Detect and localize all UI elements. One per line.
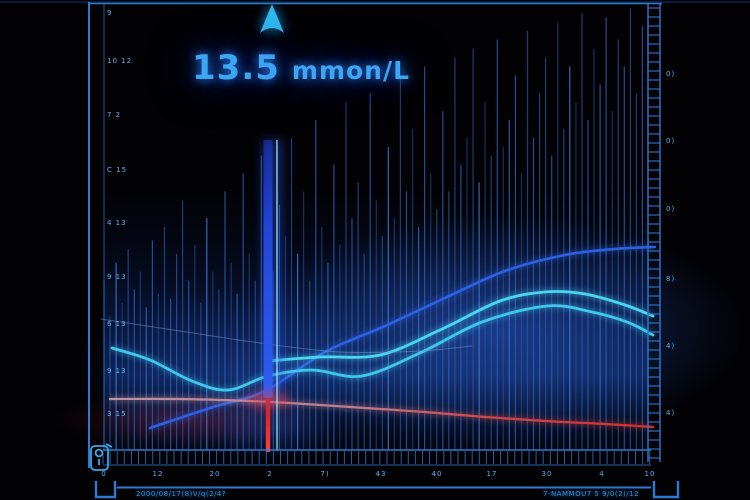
trend-up-arrow-icon bbox=[260, 4, 284, 33]
left-tick-label: C 15 bbox=[107, 166, 127, 174]
left-tick-label: 7 2 bbox=[107, 111, 121, 119]
bottom-tick-label: 30 bbox=[542, 470, 553, 478]
bottom-tick-label: 17 bbox=[487, 470, 498, 478]
left-tick-label: 9 13 bbox=[107, 273, 127, 281]
left-bracket-icon bbox=[94, 481, 117, 499]
bottom-tick-label: 7) bbox=[320, 470, 329, 478]
glucose-reading: 13.5 mmon/L bbox=[192, 48, 410, 88]
left-tick-label: 3 15 bbox=[107, 410, 127, 418]
left-tick-label: 9 bbox=[107, 9, 112, 17]
reading-marker-bar bbox=[246, 140, 290, 452]
left-tick-label: 6 13 bbox=[107, 320, 127, 328]
faint-guide-curve bbox=[100, 318, 473, 354]
right-tick-label: 0) bbox=[666, 70, 675, 78]
bottom-tick-label: 40 bbox=[432, 470, 443, 478]
bottom-tick-label: 12 bbox=[153, 470, 164, 478]
reading-value: 13.5 bbox=[192, 48, 280, 88]
sensor-icon bbox=[90, 443, 113, 471]
cgm-lower-cyan-curve bbox=[110, 304, 655, 392]
tick-labels: 9 10 12 7 2 C 15 4 13 9 13 6 13 9 13 3 15 0) 0) 0) 8… bbox=[101, 9, 675, 478]
marker-cross-glow bbox=[246, 391, 290, 409]
footer-left-text: 2000/08/17(8)V/q(2/4? bbox=[136, 490, 227, 498]
baseline-red-curve bbox=[108, 397, 655, 429]
left-tick-label: 10 12 bbox=[107, 57, 132, 65]
footer-right-text: 7-NAMMOU7 5 9/0(2)/12 bbox=[543, 490, 640, 498]
right-bracket-icon bbox=[652, 481, 680, 499]
marker-bar-red bbox=[265, 398, 271, 452]
right-tick-label: 4) bbox=[666, 409, 675, 417]
ruler-rungs bbox=[102, 7, 660, 464]
bottom-tick-label: 20 bbox=[210, 470, 221, 478]
left-tick-label: 4 13 bbox=[107, 219, 127, 227]
bottom-tick-label: 2 bbox=[267, 470, 272, 478]
bottom-tick-label: 0 bbox=[101, 470, 106, 478]
right-tick-label: 4) bbox=[666, 342, 675, 350]
bottom-tick-label: 4 bbox=[599, 470, 604, 478]
cgm-upper-cyan-curve bbox=[266, 290, 655, 363]
left-tick-label: 9 13 bbox=[107, 367, 127, 375]
reading-unit: mmon/L bbox=[291, 56, 411, 85]
bottom-tick-label: 10 bbox=[645, 470, 656, 478]
right-tick-label: 0) bbox=[666, 137, 675, 145]
trend-curves bbox=[100, 243, 657, 432]
right-tick-label: 8) bbox=[666, 275, 675, 283]
spike-field bbox=[103, 8, 644, 450]
bottom-tick-label: 43 bbox=[376, 470, 387, 478]
right-tick-label: 0) bbox=[666, 205, 675, 213]
marker-bar-blue bbox=[263, 140, 273, 398]
